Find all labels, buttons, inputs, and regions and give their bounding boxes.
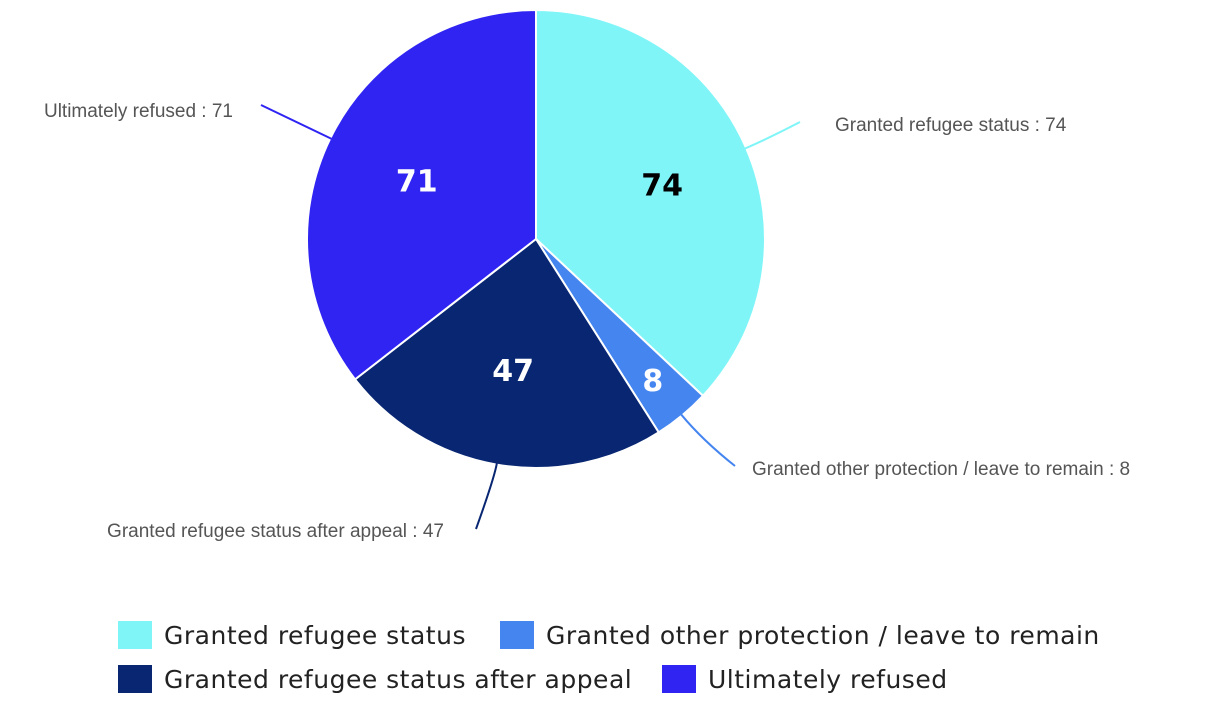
slice-value-label-granted-refugee-status-after-appeal: 47 [492, 354, 534, 389]
legend-label: Granted refugee status after appeal [164, 664, 633, 694]
slice-value-label-granted-refugee-status: 74 [641, 168, 683, 203]
legend-label: Ultimately refused [708, 664, 948, 694]
legend-row-2: Granted refugee status after appeal Ulti… [118, 662, 1118, 706]
pie-svg: Granted refugee status : 74 Granted other… [44, 8, 1130, 542]
callout-line-granted-refugee-status [744, 121, 801, 150]
slice-value-label-granted-other-protection-leave-to-remain: 8 [642, 364, 663, 399]
legend-swatch [662, 665, 696, 693]
callout-label-granted-other-protection-leave-to-remain: Granted other protection / leave to rema… [752, 459, 1130, 480]
slice-value-label-ultimately-refused: 71 [396, 165, 438, 200]
legend-label: Granted other protection / leave to rema… [546, 620, 1100, 650]
legend-swatch [500, 621, 534, 649]
callout-label-granted-refugee-status-after-appeal: Granted refugee status after appeal : 47 [107, 521, 444, 542]
legend-swatch [118, 621, 152, 649]
legend-row-1: Granted refugee status Granted other pro… [118, 618, 1118, 662]
legend-item-granted-other-protection: Granted other protection / leave to rema… [500, 618, 1100, 652]
chart-legend: Granted refugee status Granted other pro… [118, 618, 1118, 706]
legend-item-granted-after-appeal: Granted refugee status after appeal [118, 662, 632, 696]
legend-label: Granted refugee status [164, 620, 466, 650]
callout-line-granted-refugee-status-after-appeal [475, 463, 498, 530]
callout-label-granted-refugee-status: Granted refugee status : 74 [835, 115, 1067, 136]
callout-label-ultimately-refused: Ultimately refused : 71 [44, 101, 233, 122]
legend-item-ultimately-refused: Ultimately refused [662, 662, 948, 696]
callout-line-granted-other-protection-leave-to-remain [680, 413, 736, 467]
legend-item-granted-refugee-status: Granted refugee status [118, 618, 466, 652]
callout-line-ultimately-refused [260, 104, 332, 140]
legend-swatch [118, 665, 152, 693]
